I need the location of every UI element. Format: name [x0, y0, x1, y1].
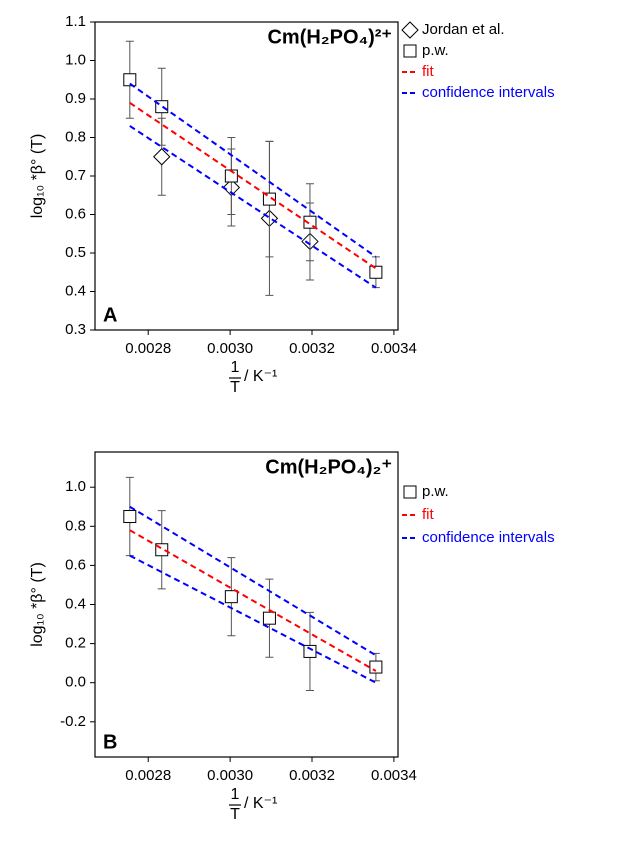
x-tick-label: 0.0028 — [125, 767, 171, 784]
fit-line — [129, 102, 377, 270]
x-label-unit: / K⁻¹ — [244, 368, 277, 385]
data-point — [303, 644, 317, 658]
data-point — [262, 611, 276, 625]
y-tick-label: 0.2 — [65, 635, 86, 652]
x-tick-label: 0.0032 — [289, 340, 335, 357]
y-tick-label: -0.2 — [60, 713, 86, 730]
legend-label: fit — [422, 506, 435, 523]
y-tick-label: 0.6 — [65, 556, 86, 573]
x-label-unit: / K⁻¹ — [244, 795, 277, 812]
legend-symbol — [401, 21, 419, 39]
y-tick-label: 0.4 — [65, 282, 86, 299]
confidence-upper — [129, 82, 377, 258]
panel-label: A — [103, 304, 117, 326]
legend-label: Jordan et al. — [422, 21, 505, 38]
data-point — [369, 265, 383, 279]
plot-frame — [94, 21, 399, 331]
legend-label: confidence intervals — [422, 84, 555, 101]
x-label-numerator: 1 — [231, 786, 240, 803]
x-tick-label: 0.0032 — [289, 767, 335, 784]
x-label-denominator: T — [230, 379, 240, 396]
x-tick-label: 0.0034 — [371, 340, 417, 357]
y-tick-label: 1.1 — [65, 13, 86, 30]
y-tick-label: 0.5 — [65, 244, 86, 261]
confidence-lower — [129, 554, 377, 684]
y-tick-label: 0.4 — [65, 595, 86, 612]
y-axis-label: log₁₀ *β° (T) — [29, 562, 46, 647]
x-tick-label: 0.0034 — [371, 767, 417, 784]
y-tick-label: 0.6 — [65, 205, 86, 222]
legend-label: p.w. — [422, 42, 449, 59]
x-label-denominator: T — [230, 806, 240, 823]
y-tick-label: 1.0 — [65, 478, 86, 495]
data-point — [224, 590, 238, 604]
y-tick-label: 0.9 — [65, 90, 86, 107]
plot-frame — [94, 451, 399, 758]
legend-symbol — [403, 44, 417, 58]
data-point — [369, 660, 383, 674]
data-point — [262, 192, 276, 206]
data-point — [153, 148, 171, 166]
y-tick-label: 0.8 — [65, 128, 86, 145]
x-tick-label: 0.0030 — [207, 767, 253, 784]
y-tick-label: 0.7 — [65, 167, 86, 184]
confidence-upper — [129, 505, 377, 657]
x-tick-label: 0.0030 — [207, 340, 253, 357]
data-point — [123, 510, 137, 524]
y-axis-label: log₁₀ *β° (T) — [29, 134, 46, 219]
x-tick-label: 0.0028 — [125, 340, 171, 357]
confidence-lower — [129, 125, 377, 289]
legend-label: p.w. — [422, 483, 449, 500]
legend-symbol — [403, 485, 417, 499]
legend-label: fit — [422, 63, 435, 80]
legend-label: confidence intervals — [422, 529, 555, 546]
panel-label: B — [103, 731, 117, 753]
fit-line — [129, 529, 377, 672]
y-tick-label: 0.8 — [65, 517, 86, 534]
chart-title: Cm(H₂PO₄)₂⁺ — [265, 456, 392, 478]
y-tick-label: 0.0 — [65, 674, 86, 691]
y-tick-label: 0.3 — [65, 321, 86, 338]
chart-title: Cm(H₂PO₄)²⁺ — [267, 26, 392, 48]
data-point — [123, 73, 137, 87]
x-label-numerator: 1 — [231, 359, 240, 376]
y-tick-label: 1.0 — [65, 51, 86, 68]
